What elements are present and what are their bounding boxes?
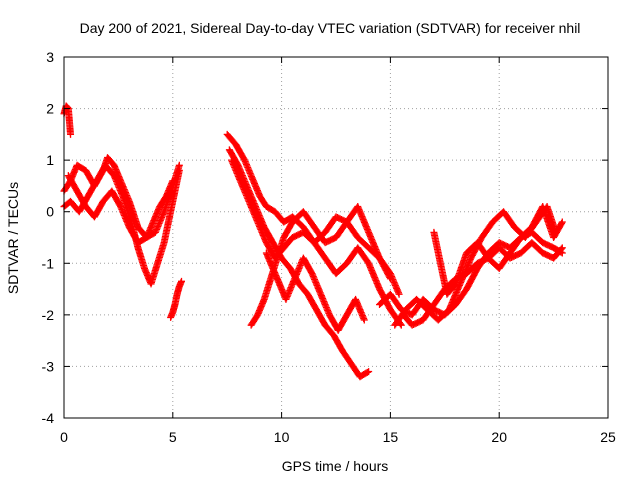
series-track-14 — [399, 239, 566, 329]
data-point — [386, 273, 394, 281]
data-point — [178, 277, 186, 285]
data-point — [175, 166, 183, 174]
data-point — [360, 316, 368, 324]
axis-ticks: 0 5 10 15 20 25 -4 -3 -2 -1 0 1 2 3 — [42, 49, 616, 445]
y-tick-label: -2 — [42, 307, 55, 323]
y-tick-label: 0 — [46, 204, 54, 220]
data-point — [397, 321, 405, 329]
data-point — [558, 219, 566, 227]
x-tick-label: 20 — [491, 429, 507, 445]
data-point — [169, 177, 177, 185]
y-tick-label: 3 — [46, 49, 54, 65]
series-track-11 — [376, 228, 566, 319]
chart-title: Day 200 of 2021, Sidereal Day-to-day VTE… — [80, 20, 581, 36]
data-point — [395, 290, 403, 298]
data-point — [386, 275, 394, 283]
grid-lines — [64, 57, 608, 418]
series-track-1 — [60, 102, 75, 138]
series-track-5 — [167, 277, 186, 321]
y-tick-label: -1 — [42, 255, 55, 271]
y-tick-label: -4 — [42, 410, 55, 426]
x-tick-label: 15 — [383, 429, 399, 445]
plot-frame — [63, 56, 609, 419]
data-point — [67, 130, 75, 138]
x-tick-label: 0 — [60, 429, 68, 445]
x-axis-label: GPS time / hours — [282, 458, 389, 474]
data-point — [558, 244, 566, 252]
x-tick-label: 25 — [600, 429, 616, 445]
data-point — [557, 245, 565, 253]
data-points — [60, 102, 566, 381]
x-tick-label: 5 — [169, 429, 177, 445]
y-tick-label: 1 — [46, 152, 54, 168]
data-point — [363, 368, 371, 376]
series-track-10 — [262, 249, 368, 334]
y-axis-label: SDTVAR / TECUs — [5, 182, 21, 294]
data-point — [558, 218, 566, 226]
y-tick-label: -3 — [42, 358, 55, 374]
x-tick-label: 10 — [274, 429, 290, 445]
series-track-9 — [247, 203, 394, 329]
data-point — [365, 368, 373, 376]
series-track-4 — [64, 172, 177, 247]
y-tick-label: 2 — [46, 101, 54, 117]
